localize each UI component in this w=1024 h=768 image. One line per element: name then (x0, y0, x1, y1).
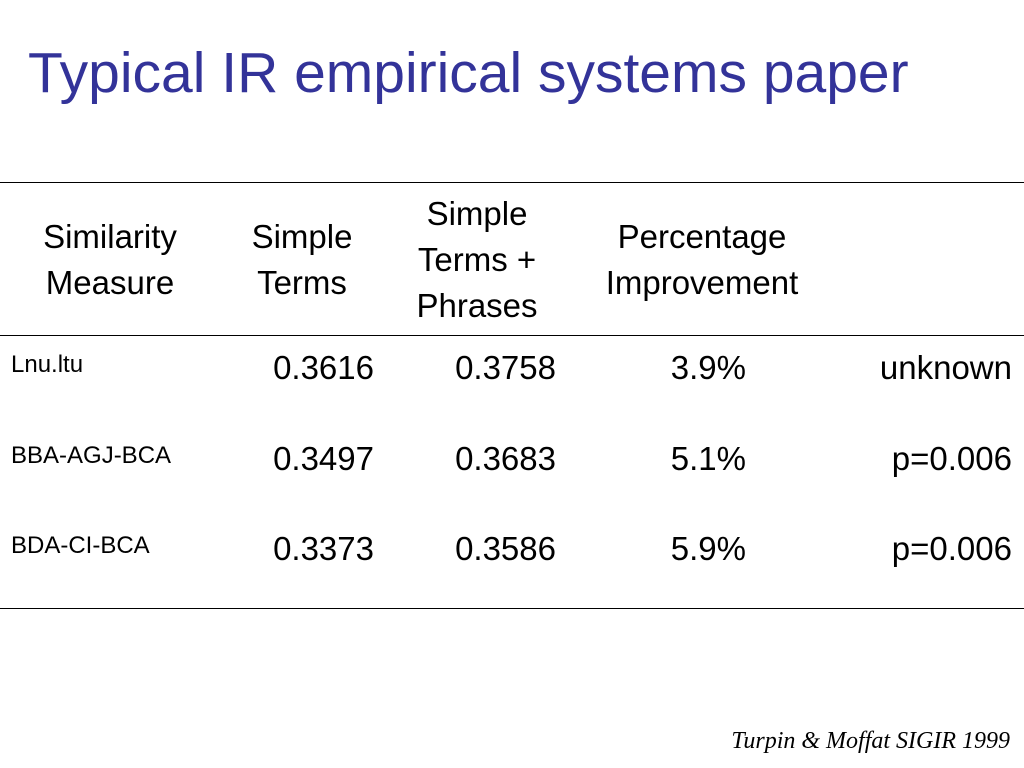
header-line: Simple (426, 195, 528, 232)
cell-simple-terms: 0.3373 (273, 530, 374, 567)
cell-simple-terms: 0.3616 (273, 349, 374, 386)
table-row: BBA-AGJ-BCA 0.3497 0.3683 5.1% p=0.006 (0, 436, 1024, 482)
header-line: Measure (45, 264, 175, 301)
cell-measure: BDA-CI-BCA (11, 532, 150, 559)
header-line: Percentage (617, 218, 787, 255)
table-row: BDA-CI-BCA 0.3373 0.3586 5.9% p=0.006 (0, 526, 1024, 572)
cell-simple-terms-phrases: 0.3758 (455, 349, 556, 386)
header-simple-terms: Simple Terms (232, 190, 372, 330)
cell-improvement: 5.1% (670, 440, 746, 477)
cell-significance: p=0.006 (891, 530, 1012, 567)
cell-significance: p=0.006 (891, 440, 1012, 477)
slide-title: Typical IR empirical systems paper (28, 41, 909, 105)
cell-improvement: 5.9% (670, 530, 746, 567)
cell-simple-terms: 0.3497 (273, 440, 374, 477)
table-top-rule (0, 182, 1024, 183)
header-line: Terms (257, 264, 347, 301)
cell-measure: Lnu.ltu (11, 351, 84, 378)
header-line: Phrases (416, 287, 538, 324)
citation: Turpin & Moffat SIGIR 1999 (731, 728, 1010, 754)
header-line: Terms + (417, 241, 537, 278)
header-line: Simple (251, 218, 353, 255)
header-line: Improvement (605, 264, 799, 301)
table-header-rule (0, 335, 1024, 336)
cell-measure: BBA-AGJ-BCA (11, 442, 172, 469)
table-bottom-rule (0, 608, 1024, 609)
cell-improvement: 3.9% (670, 349, 746, 386)
header-similarity-measure: Similarity Measure (0, 190, 220, 330)
cell-simple-terms-phrases: 0.3586 (455, 530, 556, 567)
cell-simple-terms-phrases: 0.3683 (455, 440, 556, 477)
header-simple-terms-phrases: Simple Terms + Phrases (392, 190, 562, 330)
table-row: Lnu.ltu 0.3616 0.3758 3.9% unknown (0, 345, 1024, 391)
cell-significance: unknown (879, 349, 1012, 386)
header-percentage-improvement: Percentage Improvement (572, 190, 832, 330)
header-line: Similarity (43, 218, 177, 255)
